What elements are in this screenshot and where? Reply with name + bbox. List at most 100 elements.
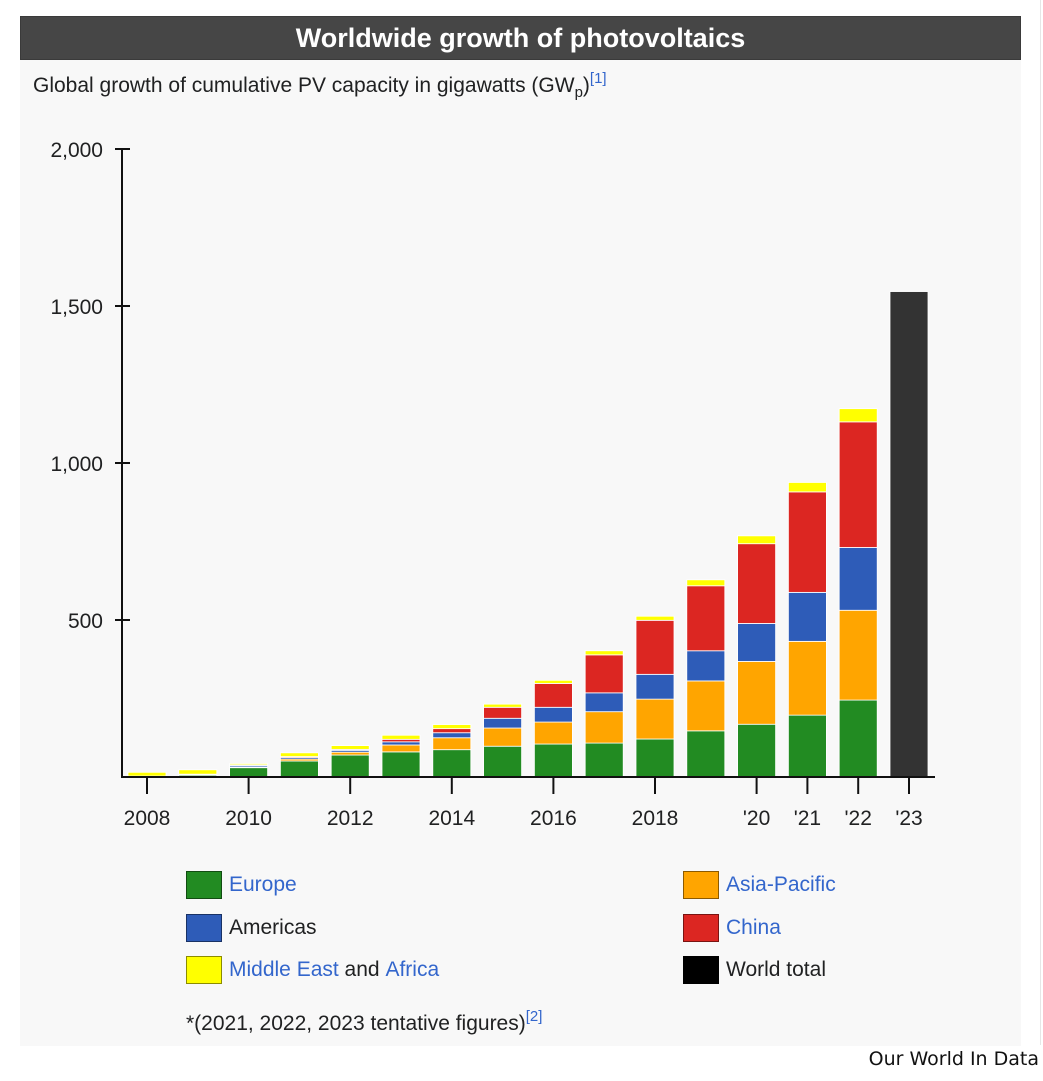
y-axis: 500 1,000 1,500 2,000 [50, 139, 130, 778]
bar-segment-asia-pacific-2012 [330, 751, 370, 756]
bar-segment-asia-pacific-2013 [381, 744, 421, 753]
bar-segment-europe-2020 [737, 723, 776, 778]
bar-2011 [279, 752, 319, 778]
chart-title: Worldwide growth of photovoltaics [20, 16, 1021, 60]
bar-segment-americas-2018 [635, 673, 675, 700]
x-tick-label: 2014 [428, 807, 475, 830]
chart-subtitle: Global growth of cumulative PV capacity … [33, 70, 607, 101]
bar-segment-americas-2020 [737, 623, 776, 662]
subtitle-text: Global growth of cumulative PV capacity … [33, 74, 575, 97]
legend-item-europe: Europe [186, 871, 297, 899]
bar-segment-americas-2021 [788, 591, 827, 642]
bar-2010 [229, 763, 269, 778]
bar-segment-americas-2015 [483, 717, 523, 729]
bar-2012 [330, 745, 370, 778]
x-tick-label: '21 [794, 807, 821, 830]
bar-segment-middle-east-and-africa-2016 [534, 679, 573, 684]
bar-segment-americas-2019 [686, 650, 726, 682]
bar-segment-asia-pacific-2021 [788, 640, 827, 716]
bar-segment-asia-pacific-2016 [534, 721, 573, 745]
x-tick-label: 2010 [225, 807, 272, 830]
bar-segment-china-2022 [838, 421, 878, 548]
bar-segment-asia-pacific-2022 [838, 609, 878, 701]
bar-segment-europe-2018 [635, 738, 675, 778]
legend-swatch-americas [186, 914, 222, 942]
bar-2009 [178, 769, 218, 778]
bar-segment-world-total-2023 [889, 291, 929, 778]
bar-segment-europe-2011 [279, 760, 319, 778]
bar-segment-middle-east-and-africa-2020 [737, 535, 776, 545]
legend-label-middle-east[interactable]: Middle East [229, 958, 339, 981]
bar-segment-europe-2012 [330, 754, 370, 778]
bar-segment-europe-2021 [788, 714, 827, 778]
bar-2015 [483, 703, 523, 778]
bar-segment-americas-2014 [432, 732, 472, 739]
bar-segment-asia-pacific-2015 [483, 727, 523, 747]
bar-segment-asia-pacific-2019 [686, 680, 726, 732]
bar-segment-asia-pacific-2020 [737, 661, 776, 725]
bar-segment-middle-east-and-africa-2012 [330, 745, 370, 750]
legend-item-americas: Americas [186, 914, 317, 942]
bar-segment-middle-east-and-africa-2017 [584, 650, 624, 656]
bar-2019 [686, 579, 726, 778]
bar-2021 [788, 482, 827, 778]
legend-item-asia-pacific: Asia-Pacific [683, 871, 836, 899]
bar-2020 [737, 535, 776, 778]
subtitle-subscript: p [574, 84, 583, 101]
bar-segment-middle-east-and-africa-2018 [635, 615, 675, 621]
bar-segment-china-2020 [737, 543, 776, 624]
y-tick-label: 2,000 [50, 139, 103, 162]
bar-segment-china-2014 [432, 728, 472, 734]
bar-segment-china-2019 [686, 585, 726, 652]
bar-segment-europe-2017 [584, 742, 624, 778]
bar-2017 [584, 650, 624, 778]
bar-segment-middle-east-and-africa-2022 [838, 408, 878, 423]
bar-segment-americas-2013 [381, 741, 421, 746]
bar-segment-china-2017 [584, 654, 624, 694]
bar-segment-europe-2016 [534, 743, 573, 778]
legend-label-asia-pacific[interactable]: Asia-Pacific [726, 873, 836, 896]
bar-segment-americas-2022 [838, 547, 878, 611]
x-axis: 2008 2010 2012 2014 2016 2018 '20 '21 '22 '23 [121, 776, 935, 830]
bar-segment-middle-east-and-africa-2009 [178, 769, 218, 775]
legend-label-americas: Americas [229, 916, 317, 939]
source-credit: Our World In Data [868, 1048, 1039, 1070]
bar-segment-middle-east-and-africa-2015 [483, 703, 523, 708]
legend-item-china: China [683, 914, 781, 942]
bar-segment-europe-2015 [483, 745, 523, 778]
bar-segment-china-2021 [788, 491, 827, 593]
bar-segment-americas-2016 [534, 706, 573, 723]
bar-segment-middle-east-and-africa-2013 [381, 734, 421, 740]
x-tick-label: '23 [895, 807, 922, 830]
x-tick-label: 2016 [530, 807, 577, 830]
bar-segment-middle-east-and-africa-2010 [229, 763, 269, 766]
bar-segment-europe-2022 [838, 699, 878, 778]
footnote-text: *(2021, 2022, 2023 tentative figures) [186, 1012, 526, 1035]
bar-segment-china-2015 [483, 706, 523, 719]
x-tick-label: 2012 [327, 807, 374, 830]
legend-swatch-middle-east-africa [186, 956, 222, 984]
bar-2013 [381, 734, 421, 778]
subtitle-close: ) [582, 74, 590, 97]
divider [1040, 0, 1041, 1045]
bar-segment-middle-east-and-africa-2011 [279, 752, 319, 757]
bar-segment-middle-east-and-africa-2019 [686, 579, 726, 587]
bar-segment-asia-pacific-2018 [635, 698, 675, 740]
legend-swatch-world-total [683, 956, 719, 984]
bar-segment-europe-2014 [432, 749, 472, 778]
bar-segment-asia-pacific-2017 [584, 711, 624, 744]
legend-label-china[interactable]: China [726, 916, 781, 939]
x-tick-label: 2018 [632, 807, 679, 830]
bar-2022 [838, 408, 878, 778]
legend-item-world-total: World total [683, 956, 826, 984]
bar-segment-china-2018 [635, 619, 675, 675]
legend-swatch-asia-pacific [683, 871, 719, 899]
legend-label-africa[interactable]: Africa [385, 958, 440, 981]
y-tick-label: 500 [68, 610, 103, 633]
reference-link-2[interactable]: [2] [525, 1008, 543, 1025]
legend-label-and: and [338, 958, 386, 981]
reference-link-1[interactable]: [1] [589, 70, 607, 87]
bar-segment-middle-east-and-africa-2008 [127, 771, 167, 777]
legend-label-europe[interactable]: Europe [229, 873, 297, 896]
